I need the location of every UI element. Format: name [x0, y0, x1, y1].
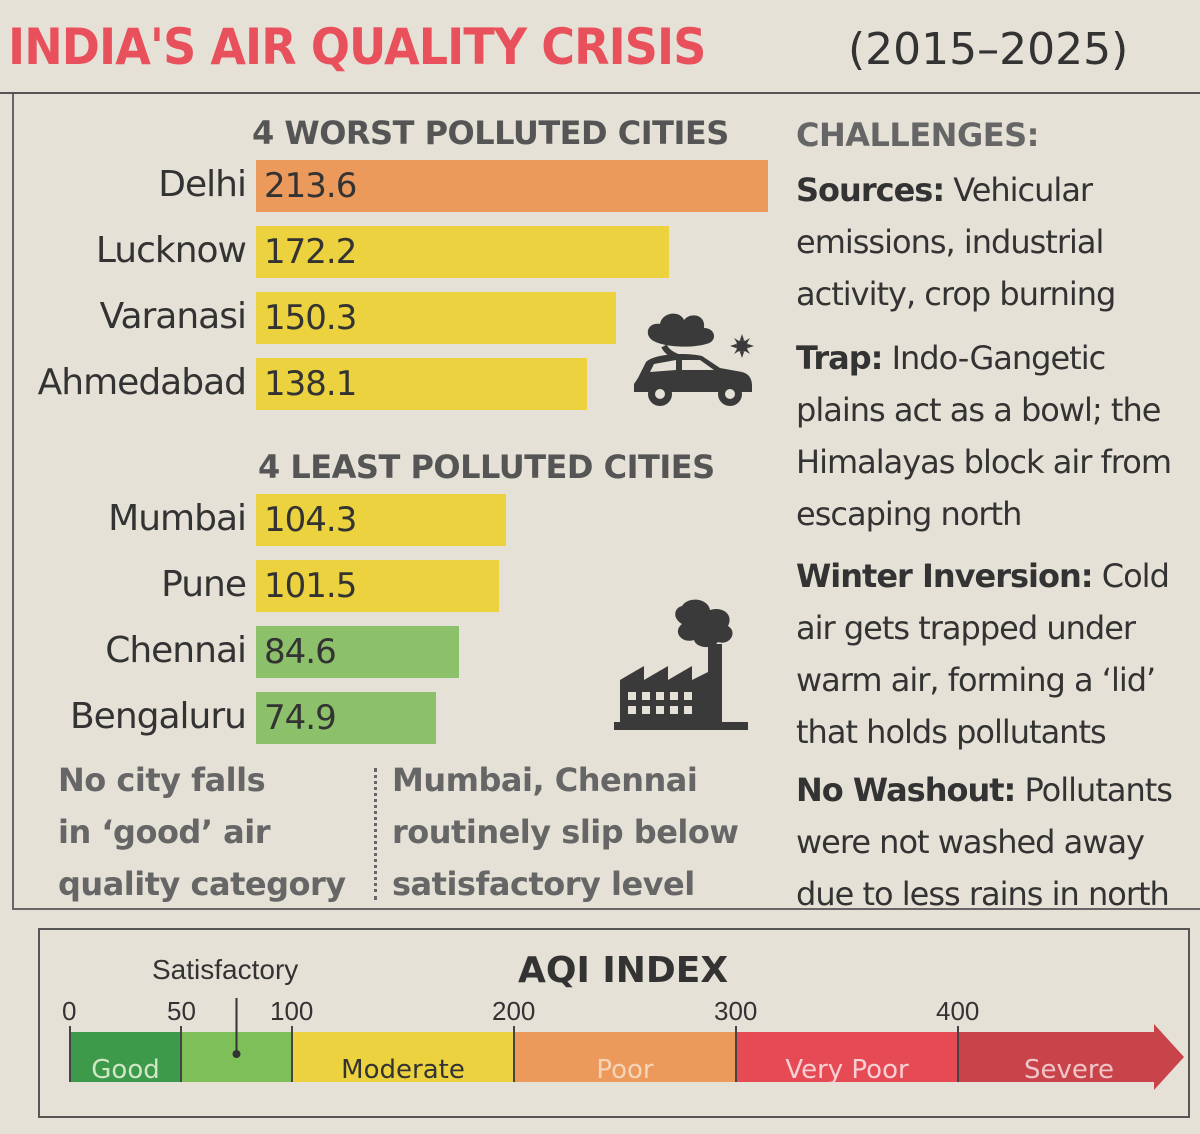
aqi-segment-label-very-poor: Very Poor [785, 1055, 909, 1085]
city-label-pune: Pune [161, 564, 247, 605]
aqi-index-title: AQI INDEX [518, 950, 729, 991]
aqi-satisfactory-dot [232, 1050, 241, 1058]
challenge-no-washout: No Washout: Pollutants were not washed a… [796, 764, 1196, 920]
page-title: INDIA'S AIR QUALITY CRISIS [8, 18, 706, 76]
city-label-mumbai: Mumbai [108, 498, 247, 539]
aqi-tick-label-50: 50 [167, 996, 196, 1026]
note-no-good-line-3: quality category [58, 865, 346, 903]
challenges-title: CHALLENGES: [796, 116, 1039, 154]
note-mumbai-chennai-line-2: routinely slip below [392, 813, 739, 851]
aqi-tick-label-300: 300 [714, 996, 758, 1026]
note-no-good-line-2: in ‘good’ air [58, 813, 270, 851]
challenge-label: Trap: [796, 339, 883, 377]
bar-varanasi [256, 292, 616, 344]
aqi-segment-moderate [292, 1032, 514, 1082]
notes-divider [374, 768, 377, 900]
challenge-text: Vehicular emissions, industrial activity… [796, 171, 1116, 313]
challenge-text: Pollutants were not washed away due to l… [796, 771, 1173, 913]
bar-value-ahmedabad: 138.1 [264, 364, 357, 404]
bar-chennai [256, 626, 459, 678]
least-cities-heading: 4 LEAST POLLUTED CITIES [258, 448, 715, 486]
bar-value-pune: 101.5 [264, 566, 357, 606]
factory-icon [614, 599, 748, 730]
note-no-good-line-1: No city falls [58, 761, 266, 799]
bar-value-mumbai: 104.3 [264, 500, 357, 540]
bar-lucknow [256, 226, 669, 278]
bar-value-bengaluru: 74.9 [264, 698, 337, 738]
aqi-segment-label-poor: Poor [596, 1055, 654, 1085]
city-label-lucknow: Lucknow [95, 230, 247, 271]
aqi-satisfactory-label: Satisfactory [152, 954, 299, 985]
aqi-index-box [38, 928, 1190, 1118]
note-mumbai-chennai-line-3: satisfactory level [392, 865, 695, 903]
note-mumbai-chennai-line-1: Mumbai, Chennai [392, 761, 698, 799]
aqi-segment-poor [514, 1032, 736, 1082]
frame-bottom-border [12, 908, 1200, 910]
city-label-ahmedabad: Ahmedabad [37, 362, 247, 403]
aqi-tick-label-0: 0 [62, 996, 77, 1026]
bar-value-lucknow: 172.2 [264, 232, 357, 272]
aqi-segment-severe [958, 1024, 1184, 1090]
challenge-label: Sources: [796, 171, 945, 209]
car-emission-icon [634, 313, 754, 406]
aqi-tick-label-100: 100 [270, 996, 314, 1026]
frame-left-border [12, 94, 14, 910]
challenge-trap: Trap: Indo-Gangetic plains act as a bowl… [796, 332, 1196, 540]
challenge-label: Winter Inversion: [796, 557, 1094, 595]
city-label-delhi: Delhi [158, 164, 247, 205]
bar-value-delhi: 213.6 [264, 166, 357, 206]
city-label-bengaluru: Bengaluru [69, 696, 247, 737]
aqi-segment-label-severe: Severe [1024, 1055, 1114, 1085]
title-rule [0, 92, 1200, 94]
bar-value-varanasi: 150.3 [264, 298, 357, 338]
challenge-label: No Washout: [796, 771, 1016, 809]
aqi-segment-good [70, 1032, 181, 1082]
challenge-winter-inversion: Winter Inversion: Cold air gets trapped … [796, 550, 1196, 758]
bar-bengaluru [256, 692, 436, 744]
aqi-segment-label-moderate: Moderate [341, 1055, 465, 1085]
aqi-tick-label-400: 400 [936, 996, 980, 1026]
bar-delhi [256, 160, 768, 212]
challenge-text: Indo-Gangetic plains act as a bowl; the … [796, 339, 1172, 533]
aqi-segment-very-poor [736, 1032, 958, 1082]
aqi-segment-label-good: Good [91, 1055, 160, 1085]
aqi-tick-label-200: 200 [492, 996, 536, 1026]
title-years: (2015–2025) [848, 24, 1129, 75]
challenge-text: Cold air gets trapped under warm air, fo… [796, 557, 1170, 751]
title-row: INDIA'S AIR QUALITY CRISIS [8, 18, 766, 88]
city-label-chennai: Chennai [105, 630, 247, 671]
bar-ahmedabad [256, 358, 587, 410]
challenge-sources: Sources: Vehicular emissions, industrial… [796, 164, 1196, 320]
bar-pune [256, 560, 499, 612]
city-label-varanasi: Varanasi [99, 296, 247, 337]
bar-value-chennai: 84.6 [264, 632, 337, 672]
worst-cities-heading: 4 WORST POLLUTED CITIES [252, 114, 729, 152]
bar-mumbai [256, 494, 506, 546]
